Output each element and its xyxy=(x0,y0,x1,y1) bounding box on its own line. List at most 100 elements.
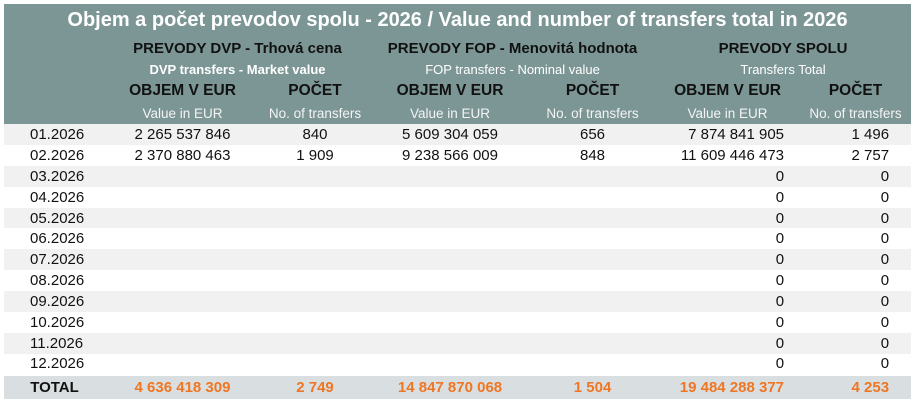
value-cell: 0 xyxy=(655,186,801,208)
column-header: OBJEM V EUR xyxy=(105,80,260,102)
table-row: 07.2026 0 0 xyxy=(4,249,912,271)
value-cell: 0 xyxy=(800,186,912,208)
month-cell: 07.2026 xyxy=(4,249,105,271)
value-cell: 0 xyxy=(800,165,912,187)
column-header: POČET xyxy=(530,80,656,102)
value-cell xyxy=(370,291,531,313)
value-cell xyxy=(105,312,260,333)
value-cell: 5 609 304 059 xyxy=(370,124,531,145)
fop-group-subtitle: FOP transfers - Nominal value xyxy=(370,59,656,80)
value-cell: 0 xyxy=(655,249,801,271)
value-cell: 9 238 566 009 xyxy=(370,144,531,166)
value-cell: 1 909 xyxy=(260,144,371,166)
value-cell: 0 xyxy=(800,228,912,250)
value-cell xyxy=(105,332,260,354)
value-cell xyxy=(260,249,371,271)
transfers-table-container: Objem a počet prevodov spolu - 2026 / Va… xyxy=(4,4,912,399)
value-cell: 0 xyxy=(655,332,801,354)
column-subheader: No. of transfers xyxy=(530,102,656,124)
dvp-group-subtitle: DVP transfers - Market value xyxy=(105,59,371,80)
value-cell xyxy=(105,291,260,313)
empty-header xyxy=(4,102,105,124)
value-cell xyxy=(530,207,656,229)
value-cell xyxy=(530,186,656,208)
value-cell xyxy=(370,207,531,229)
value-cell: 0 xyxy=(800,332,912,354)
empty-header xyxy=(4,37,105,59)
table-row: 06.2026 0 0 xyxy=(4,228,912,250)
month-cell: 09.2026 xyxy=(4,291,105,313)
month-cell: 01.2026 xyxy=(4,124,105,145)
empty-header xyxy=(4,59,105,80)
value-cell xyxy=(105,249,260,271)
value-cell xyxy=(105,165,260,187)
value-cell xyxy=(530,270,656,292)
value-cell xyxy=(105,228,260,250)
value-cell: 656 xyxy=(530,124,656,145)
value-cell: 0 xyxy=(655,270,801,292)
value-cell xyxy=(530,312,656,333)
value-cell xyxy=(260,228,371,250)
value-cell: 0 xyxy=(655,353,801,375)
value-cell xyxy=(370,312,531,333)
value-cell: 0 xyxy=(800,249,912,271)
value-cell xyxy=(530,228,656,250)
month-cell: 02.2026 xyxy=(4,144,105,166)
month-cell: 11.2026 xyxy=(4,332,105,354)
total-cell: 4 253 xyxy=(800,373,912,399)
value-cell xyxy=(105,353,260,375)
empty-header xyxy=(4,80,105,102)
total-cell: 19 484 288 377 xyxy=(655,373,801,399)
value-cell xyxy=(105,186,260,208)
value-cell xyxy=(370,165,531,187)
total-cell: 4 636 418 309 xyxy=(105,373,260,399)
total-cell: 1 504 xyxy=(530,373,656,399)
value-cell: 1 496 xyxy=(800,124,912,145)
month-cell: 12.2026 xyxy=(4,353,105,375)
fop-group-title: PREVODY FOP - Menovitá hodnota xyxy=(370,37,656,59)
month-cell: 04.2026 xyxy=(4,186,105,208)
value-cell: 0 xyxy=(655,291,801,313)
value-cell: 0 xyxy=(800,291,912,313)
total-cell: 2 749 xyxy=(260,373,371,399)
value-cell: 0 xyxy=(655,165,801,187)
column-subheader: No. of transfers xyxy=(800,102,912,124)
month-cell: 03.2026 xyxy=(4,165,105,187)
value-cell xyxy=(370,249,531,271)
value-cell: 0 xyxy=(655,228,801,250)
table-row: 04.2026 0 0 xyxy=(4,186,912,208)
month-cell: 08.2026 xyxy=(4,270,105,292)
value-cell xyxy=(370,270,531,292)
value-cell xyxy=(105,270,260,292)
total-cell: 14 847 870 068 xyxy=(370,373,531,399)
value-cell: 0 xyxy=(800,312,912,333)
value-cell: 7 874 841 905 xyxy=(655,124,801,145)
table-row: 01.2026 2 265 537 846 840 5 609 304 059 656 7… xyxy=(4,124,912,145)
value-cell xyxy=(260,353,371,375)
table-title: Objem a počet prevodov spolu - 2026 / Va… xyxy=(4,4,911,37)
value-cell: 11 609 446 473 xyxy=(655,144,801,166)
value-cell xyxy=(105,207,260,229)
column-header: POČET xyxy=(800,80,912,102)
value-cell: 848 xyxy=(530,144,656,166)
table-row: 10.2026 0 0 xyxy=(4,312,912,333)
value-cell xyxy=(260,165,371,187)
column-subheader: No. of transfers xyxy=(260,102,371,124)
column-header: OBJEM V EUR xyxy=(655,80,801,102)
month-cell: 10.2026 xyxy=(4,312,105,333)
value-cell xyxy=(530,165,656,187)
value-cell xyxy=(260,207,371,229)
dvp-group-title: PREVODY DVP - Trhová cena xyxy=(105,37,371,59)
month-cell: 06.2026 xyxy=(4,228,105,250)
table-row: 05.2026 0 0 xyxy=(4,207,912,229)
transfers-table: PREVODY DVP - Trhová cena PREVODY FOP - … xyxy=(4,37,912,399)
total-group-subtitle: Transfers Total xyxy=(655,59,912,80)
value-cell xyxy=(530,353,656,375)
value-cell xyxy=(370,353,531,375)
value-cell: 2 757 xyxy=(800,144,912,166)
column-subheader: Value in EUR xyxy=(370,102,531,124)
table-row: 12.2026 0 0 xyxy=(4,353,912,375)
value-cell xyxy=(260,312,371,333)
value-cell: 2 370 880 463 xyxy=(105,144,260,166)
value-cell xyxy=(260,291,371,313)
